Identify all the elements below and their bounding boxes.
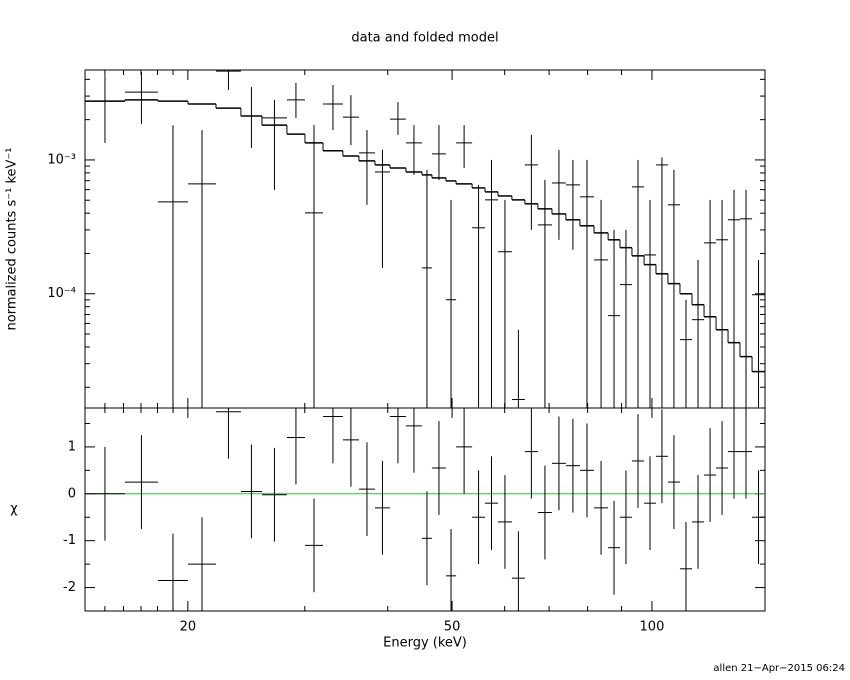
x-axis-label: Energy (keV): [383, 636, 467, 651]
y-tick-label: 10⁻⁴: [47, 286, 76, 301]
chart-title: data and folded model: [351, 31, 498, 46]
y-axis-label: χ: [10, 502, 18, 517]
plot-area: [85, 408, 765, 611]
y-axis-label: normalized counts s⁻¹ keV⁻¹: [5, 148, 20, 331]
y-tick-label: -1: [63, 533, 76, 548]
x-tick-label: 20: [180, 620, 197, 635]
x-tick-label: 50: [444, 620, 461, 635]
y-tick-label: 1: [68, 439, 76, 454]
footer: allen 21−Apr−2015 06:24: [713, 663, 845, 674]
plot-area: [85, 70, 765, 408]
plot-frame: [84, 69, 766, 409]
x-tick-label: 100: [640, 620, 665, 635]
y-tick-label: 0: [68, 486, 76, 501]
y-tick-label: -2: [63, 580, 76, 595]
y-tick-label: 10⁻³: [47, 152, 76, 167]
plot-frame: [84, 407, 766, 612]
